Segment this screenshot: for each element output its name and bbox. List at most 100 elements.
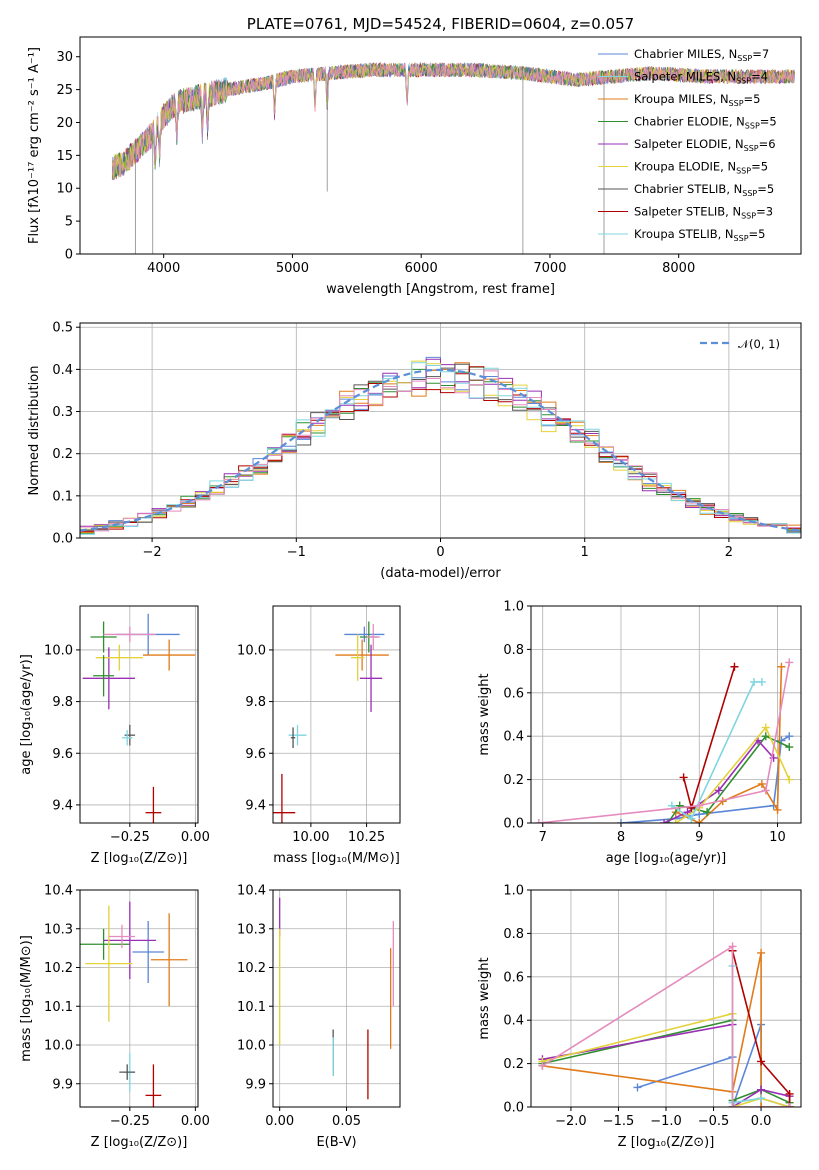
y-tick-label: 0.6 — [503, 970, 524, 985]
y-tick-label: 0.3 — [52, 405, 73, 420]
y-tick-label: 10 — [56, 182, 73, 197]
legend-entry: 𝒩(0, 1) — [738, 337, 780, 351]
y-tick-label: 1.0 — [503, 600, 524, 615]
plot-area — [82, 613, 196, 823]
y-tick-label: 0.8 — [503, 927, 524, 942]
x-tick-label: 9 — [695, 830, 703, 845]
errorbar-point — [119, 1064, 136, 1080]
weight-line — [731, 950, 791, 1107]
x-tick-label: 10 — [769, 830, 786, 845]
errorbar-point — [95, 644, 143, 671]
axes-frame — [79, 36, 802, 255]
legend-entry: Chabrier ELODIE, NSSP=5 — [634, 115, 777, 131]
errorbar-point — [359, 644, 383, 712]
weight-line — [620, 735, 790, 823]
x-tick-label: −1 — [287, 545, 306, 560]
errorbar-point — [366, 624, 380, 650]
errorbar-point — [103, 901, 157, 980]
y-axis-label: mass weight — [477, 957, 492, 1039]
x-tick-label: −0.5 — [698, 1114, 730, 1129]
errorbar-point — [90, 621, 117, 653]
x-tick-label: 10.00 — [292, 830, 329, 845]
y-tick-label: 10.4 — [237, 884, 266, 899]
y-tick-label: 10.0 — [237, 643, 266, 658]
x-tick-label: 0.00 — [265, 1114, 294, 1129]
y-tick-label: 9.4 — [52, 798, 73, 813]
errorbar-point — [290, 727, 296, 749]
x-tick-label: 0.0 — [751, 1114, 772, 1129]
weight-marker — [728, 942, 737, 951]
x-tick-label: 5000 — [276, 261, 309, 276]
errorbar-point — [93, 655, 115, 697]
errorbar-point — [145, 786, 162, 823]
plot-area — [80, 323, 801, 538]
y-tick-label: 9.4 — [245, 798, 266, 813]
weight-marker — [728, 1103, 737, 1107]
plot-area — [273, 621, 389, 823]
weight-marker — [695, 801, 704, 810]
x-tick-label: 4000 — [147, 261, 180, 276]
axes-frame — [79, 889, 199, 1108]
weight-marker — [757, 1094, 766, 1103]
y-tick-label: 9.6 — [245, 747, 266, 762]
x-tick-label: 0 — [436, 545, 444, 560]
x-tick-label: 1 — [581, 545, 589, 560]
y-tick-label: 0.8 — [503, 643, 524, 658]
x-axis-label: age [log₁₀(age/yr)] — [606, 851, 727, 866]
x-tick-label: 7000 — [533, 261, 566, 276]
y-tick-label: 15 — [56, 149, 73, 164]
y-tick-label: 9.6 — [52, 747, 73, 762]
weight-marker — [660, 819, 669, 823]
x-tick-label: −2 — [143, 545, 162, 560]
y-tick-label: 10.0 — [44, 1039, 73, 1054]
errorbar-point — [103, 626, 157, 643]
weight-marker — [730, 662, 739, 671]
errorbar-point — [108, 924, 136, 949]
weight-marker — [769, 753, 778, 762]
y-tick-label: 0.6 — [503, 686, 524, 701]
y-axis-label: age [log₁₀(age/yr)] — [19, 654, 34, 775]
y-tick-label: 0 — [65, 248, 73, 263]
weight-marker — [538, 1061, 547, 1070]
x-tick-label: 10.25 — [348, 830, 385, 845]
spectrum-line — [111, 61, 795, 178]
x-axis-label: mass [log₁₀(M/M⊙)] — [273, 851, 400, 866]
y-tick-label: 0.5 — [52, 321, 73, 336]
x-axis-label: Z [log₁₀(Z/Z⊙)] — [618, 1135, 715, 1150]
errorbar-point — [82, 647, 136, 710]
chart-title: PLATE=0761, MJD=54524, FIBERID=0604, z=0… — [247, 15, 634, 33]
y-tick-label: 0.2 — [503, 773, 524, 788]
weight-marker — [679, 773, 688, 782]
y-tick-label: 10.1 — [44, 1000, 73, 1015]
errorbar-point — [288, 724, 307, 746]
y-tick-label: 10.2 — [237, 961, 266, 976]
y-tick-label: 10.3 — [237, 922, 266, 937]
errorbar-point — [121, 730, 133, 746]
panel-spectrum: 4000 5000 6000 7000 8000 0 5 10 15 20 25 30 waveleng… — [27, 15, 802, 297]
plot-area — [531, 890, 801, 1107]
panel-mass-weight-vs-age: 7 8 9 10 0.0 0.2 0.4 0.6 0.8 1.0 age [log₁₀(age/yr… — [477, 600, 802, 866]
errorbar-point — [85, 905, 133, 1022]
y-axis-label: Normed distribution — [27, 366, 42, 496]
weight-marker — [633, 1083, 642, 1092]
x-axis-label: Z [log₁₀(Z/Z⊙)] — [91, 1135, 188, 1150]
weight-marker — [757, 948, 766, 957]
normal-curve — [80, 368, 801, 532]
weight-marker — [785, 732, 794, 741]
weight-line — [731, 966, 762, 1104]
weight-marker — [785, 1089, 794, 1098]
weight-marker — [695, 819, 704, 823]
x-tick-label: −0.25 — [110, 1114, 150, 1129]
x-axis-label: wavelength [Angstrom, rest frame] — [326, 282, 555, 297]
legend-entry: Kroupa ELODIE, NSSP=5 — [634, 160, 768, 176]
panel-mass-vs-Z: −0.25 0.00 9.9 10.0 10.1 10.2 10.3 10.4 Z [log₁₀… — [19, 884, 210, 1151]
weight-marker — [757, 779, 766, 788]
legend-entry: Salpeter STELIB, NSSP=3 — [634, 205, 773, 221]
histogram-series — [80, 370, 801, 536]
x-axis-label: Z [log₁₀(Z/Z⊙)] — [91, 851, 188, 866]
y-tick-label: 10.4 — [44, 884, 73, 899]
y-tick-label: 0.0 — [503, 817, 524, 832]
weight-marker — [761, 732, 770, 741]
y-tick-label: 0.0 — [503, 1101, 524, 1116]
